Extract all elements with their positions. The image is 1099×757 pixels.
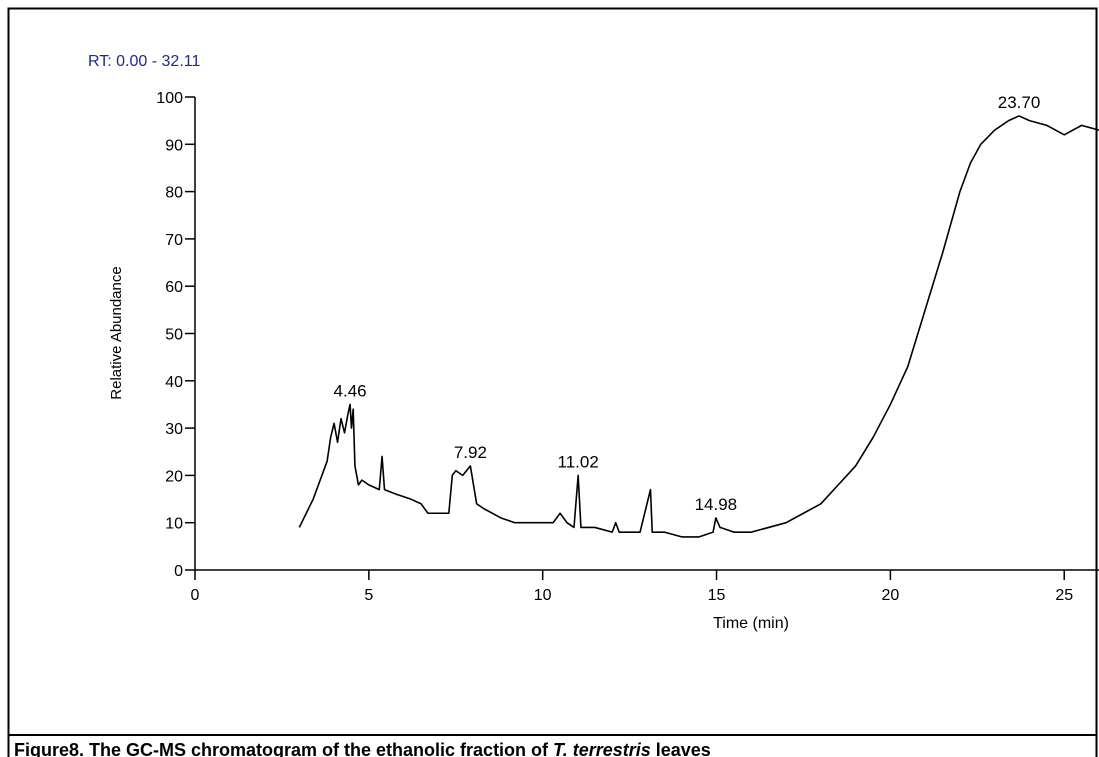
x-tick-label: 5	[364, 587, 373, 604]
peak-label: 11.02	[558, 452, 599, 471]
y-tick-label: 50	[165, 327, 183, 344]
y-tick-label: 30	[165, 421, 183, 438]
y-tick-label: 40	[165, 374, 183, 391]
x-tick-label: 10	[534, 587, 552, 604]
y-tick-label: 10	[165, 516, 183, 533]
chromatogram-line	[298, 115, 1099, 538]
y-tick-label: 0	[174, 563, 183, 580]
y-tick-label: 60	[165, 279, 183, 296]
y-tick-label: 80	[165, 185, 183, 202]
figure-border	[7, 7, 1098, 757]
y-tick-label: 20	[165, 468, 183, 485]
caption-species: T. terrestris	[553, 740, 651, 757]
y-tick-label: 100	[156, 90, 183, 107]
peak-label: 14.98	[695, 495, 738, 514]
caption-text: Figure8. The GC-MS chromatogram of the e…	[14, 740, 553, 757]
peak-label: 23.70	[998, 93, 1041, 112]
y-tick-label: 90	[165, 137, 183, 154]
x-tick-label: 25	[1055, 587, 1073, 604]
peak-label: 7.92	[454, 443, 487, 462]
x-axis-label: Time (min)	[713, 615, 789, 632]
x-tick-label: 0	[191, 587, 200, 604]
y-axis-label: Relative Abundance	[108, 266, 125, 399]
peak-label: 4.46	[334, 381, 367, 400]
x-tick-label: 15	[708, 587, 726, 604]
caption: Figure8. The GC-MS chromatogram of the e…	[14, 740, 711, 757]
caption-text: leaves	[651, 740, 711, 757]
rt-header: RT: 0.00 - 32.11	[88, 53, 200, 70]
x-tick-label: 20	[881, 587, 899, 604]
y-tick-label: 70	[165, 232, 183, 249]
